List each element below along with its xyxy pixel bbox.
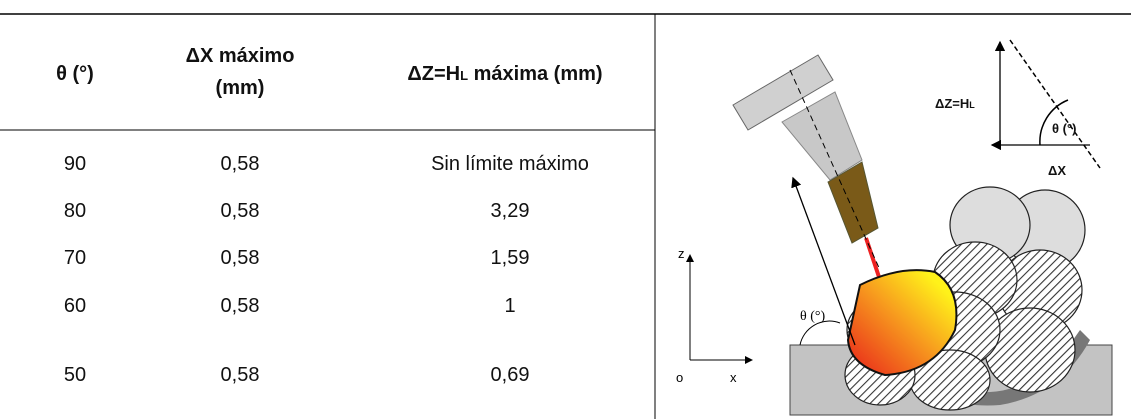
table-cell: 0,58	[221, 247, 260, 269]
header-cell: (mm)	[216, 77, 265, 99]
deposition-direction	[791, 176, 856, 346]
table-cell: 60	[64, 295, 86, 317]
theta-label: θ (°)	[1052, 121, 1077, 136]
z-label: z	[678, 246, 685, 261]
origin-label: o	[676, 370, 683, 385]
table-cell: 3,29	[491, 200, 530, 222]
table-cell: 0,58	[221, 200, 260, 222]
header-cell: ΔZ=HL máxima (mm)	[407, 63, 602, 85]
nozzle-cone	[781, 91, 863, 181]
nozzle-axis	[789, 69, 881, 271]
header-cell: ΔX máximo	[186, 45, 295, 67]
table-cell: 80	[64, 200, 86, 222]
table-cell: 90	[64, 153, 86, 175]
table-cell: Sin límite máximo	[431, 153, 589, 175]
nozzle-plate	[732, 54, 834, 131]
x-label: x	[730, 370, 737, 385]
table-cell: 0,58	[221, 364, 260, 386]
dz-label: ΔZ=HL	[935, 96, 975, 111]
table-cell: 1	[504, 295, 515, 317]
table-cell: 1,59	[491, 247, 530, 269]
diagram: ΔZ=HL θ (°) ΔX z o x θ (°)	[676, 39, 1113, 416]
table-cell: 0,58	[221, 153, 260, 175]
angle-arc	[799, 320, 841, 346]
theta-label: θ (°)	[800, 309, 825, 324]
dx-label: ΔX	[1048, 163, 1066, 178]
diagonal	[1009, 39, 1101, 169]
header-cell: θ (°)	[56, 63, 94, 85]
melt-pool	[846, 269, 958, 377]
table-cell: 0,69	[491, 364, 530, 386]
angle-arc	[1039, 99, 1069, 146]
table-cell: 70	[64, 247, 86, 269]
table-cell: 50	[64, 364, 86, 386]
table-cell: 0,58	[221, 295, 260, 317]
table-body: 90 0,58 Sin límite máximo 80 0,58 3,29 70 0,58 1…	[64, 153, 589, 386]
